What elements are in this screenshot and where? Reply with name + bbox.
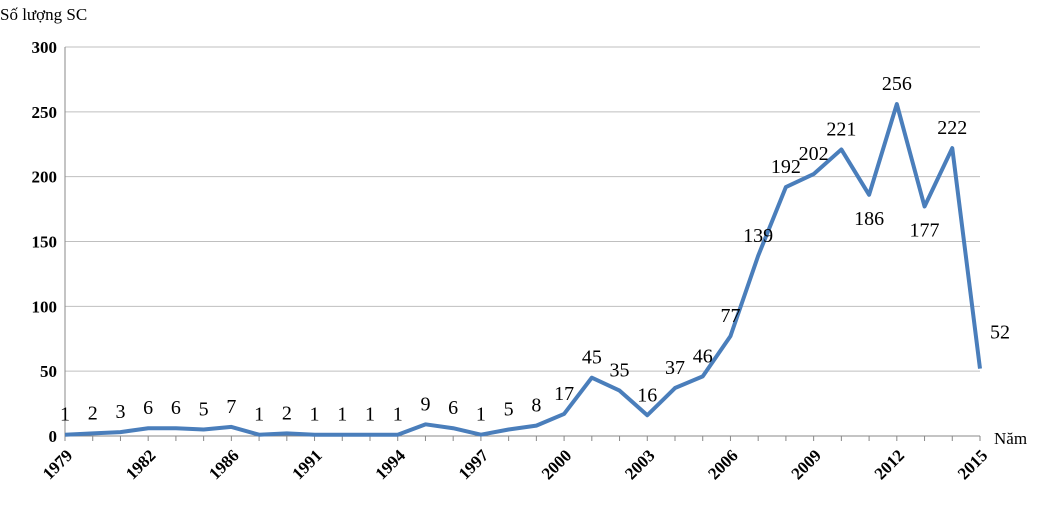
data-label: 6 bbox=[143, 397, 153, 419]
y-axis-label: Số lượng SC bbox=[0, 5, 87, 24]
data-label: 1 bbox=[365, 404, 375, 426]
data-label: 16 bbox=[637, 384, 657, 406]
data-line bbox=[64, 102, 982, 437]
x-tick-label: 1991 bbox=[288, 446, 325, 483]
data-label: 1 bbox=[393, 404, 403, 426]
data-label: 222 bbox=[937, 117, 967, 139]
data-label: 202 bbox=[799, 143, 829, 165]
data-label: 5 bbox=[199, 399, 209, 421]
x-tick-label: 1979 bbox=[39, 446, 76, 483]
x-tick-label: 1994 bbox=[372, 446, 410, 484]
data-label: 52 bbox=[990, 322, 1010, 344]
data-label: 37 bbox=[665, 357, 685, 379]
data-label: 7 bbox=[226, 396, 236, 418]
y-tick-label: 0 bbox=[49, 427, 58, 446]
data-label: 1 bbox=[310, 404, 320, 426]
y-tick-label: 150 bbox=[32, 233, 58, 252]
data-label: 177 bbox=[910, 219, 940, 241]
data-label: 35 bbox=[610, 360, 630, 382]
x-tick-label: 2015 bbox=[954, 446, 991, 483]
x-tick-label: 2009 bbox=[787, 446, 824, 483]
data-label: 17 bbox=[554, 383, 574, 405]
y-tick-label: 50 bbox=[40, 362, 57, 381]
data-label: 8 bbox=[531, 395, 541, 417]
x-tick-label: 2012 bbox=[871, 446, 908, 483]
data-label: 5 bbox=[504, 399, 514, 421]
y-tick-label: 250 bbox=[32, 103, 58, 122]
x-tick-label: 2003 bbox=[621, 446, 658, 483]
data-label: 1 bbox=[60, 404, 70, 426]
x-tick-label: 1982 bbox=[122, 446, 159, 483]
data-label: 186 bbox=[854, 208, 884, 230]
x-tick-label: 1986 bbox=[205, 446, 242, 483]
data-label: 6 bbox=[171, 397, 181, 419]
data-label: 221 bbox=[826, 118, 856, 140]
data-label: 2 bbox=[282, 402, 292, 424]
x-axis-label: Năm bbox=[994, 429, 1027, 448]
data-label: 46 bbox=[693, 345, 713, 367]
data-label: 45 bbox=[582, 347, 602, 369]
y-tick-label: 300 bbox=[32, 38, 58, 57]
data-label: 256 bbox=[882, 73, 912, 95]
y-tick-label: 200 bbox=[32, 168, 58, 187]
data-label: 1 bbox=[254, 404, 264, 426]
data-label: 192 bbox=[771, 156, 801, 178]
data-label: 1 bbox=[337, 404, 347, 426]
data-label: 9 bbox=[420, 393, 430, 415]
y-tick-label: 100 bbox=[32, 297, 58, 316]
data-label: 139 bbox=[743, 225, 773, 247]
data-label: 77 bbox=[720, 305, 740, 327]
data-label: 6 bbox=[448, 397, 458, 419]
data-label: 1 bbox=[476, 404, 486, 426]
data-label: 3 bbox=[115, 401, 125, 423]
x-tick-label: 1997 bbox=[455, 446, 493, 484]
x-tick-label: 2000 bbox=[538, 446, 575, 483]
data-label: 2 bbox=[88, 402, 98, 424]
x-tick-label: 2006 bbox=[704, 446, 741, 483]
